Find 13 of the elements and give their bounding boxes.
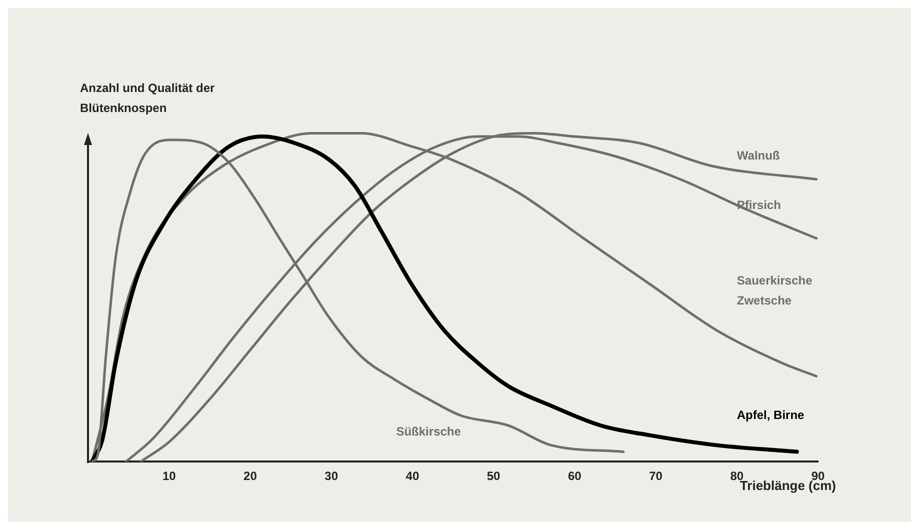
- x-tick-label: 50: [486, 469, 501, 484]
- x-tick-label: 40: [406, 469, 420, 484]
- series-label: Pfirsich: [736, 198, 781, 212]
- series-label: Walnuß: [736, 148, 780, 163]
- x-tick-label: 60: [568, 469, 582, 484]
- x-tick-label: 10: [162, 469, 176, 484]
- x-tick-label: 20: [244, 469, 258, 484]
- y-axis-title: Anzahl und Qualität der Blütenknospen: [80, 80, 216, 117]
- x-tick-label: 70: [649, 469, 663, 484]
- x-tick-label: 30: [324, 469, 338, 484]
- text: Sauerkirsche Zwetsche: [736, 273, 813, 308]
- text: Apfel, Birne: [736, 408, 805, 422]
- series-label: Süßkirsche: [396, 424, 462, 438]
